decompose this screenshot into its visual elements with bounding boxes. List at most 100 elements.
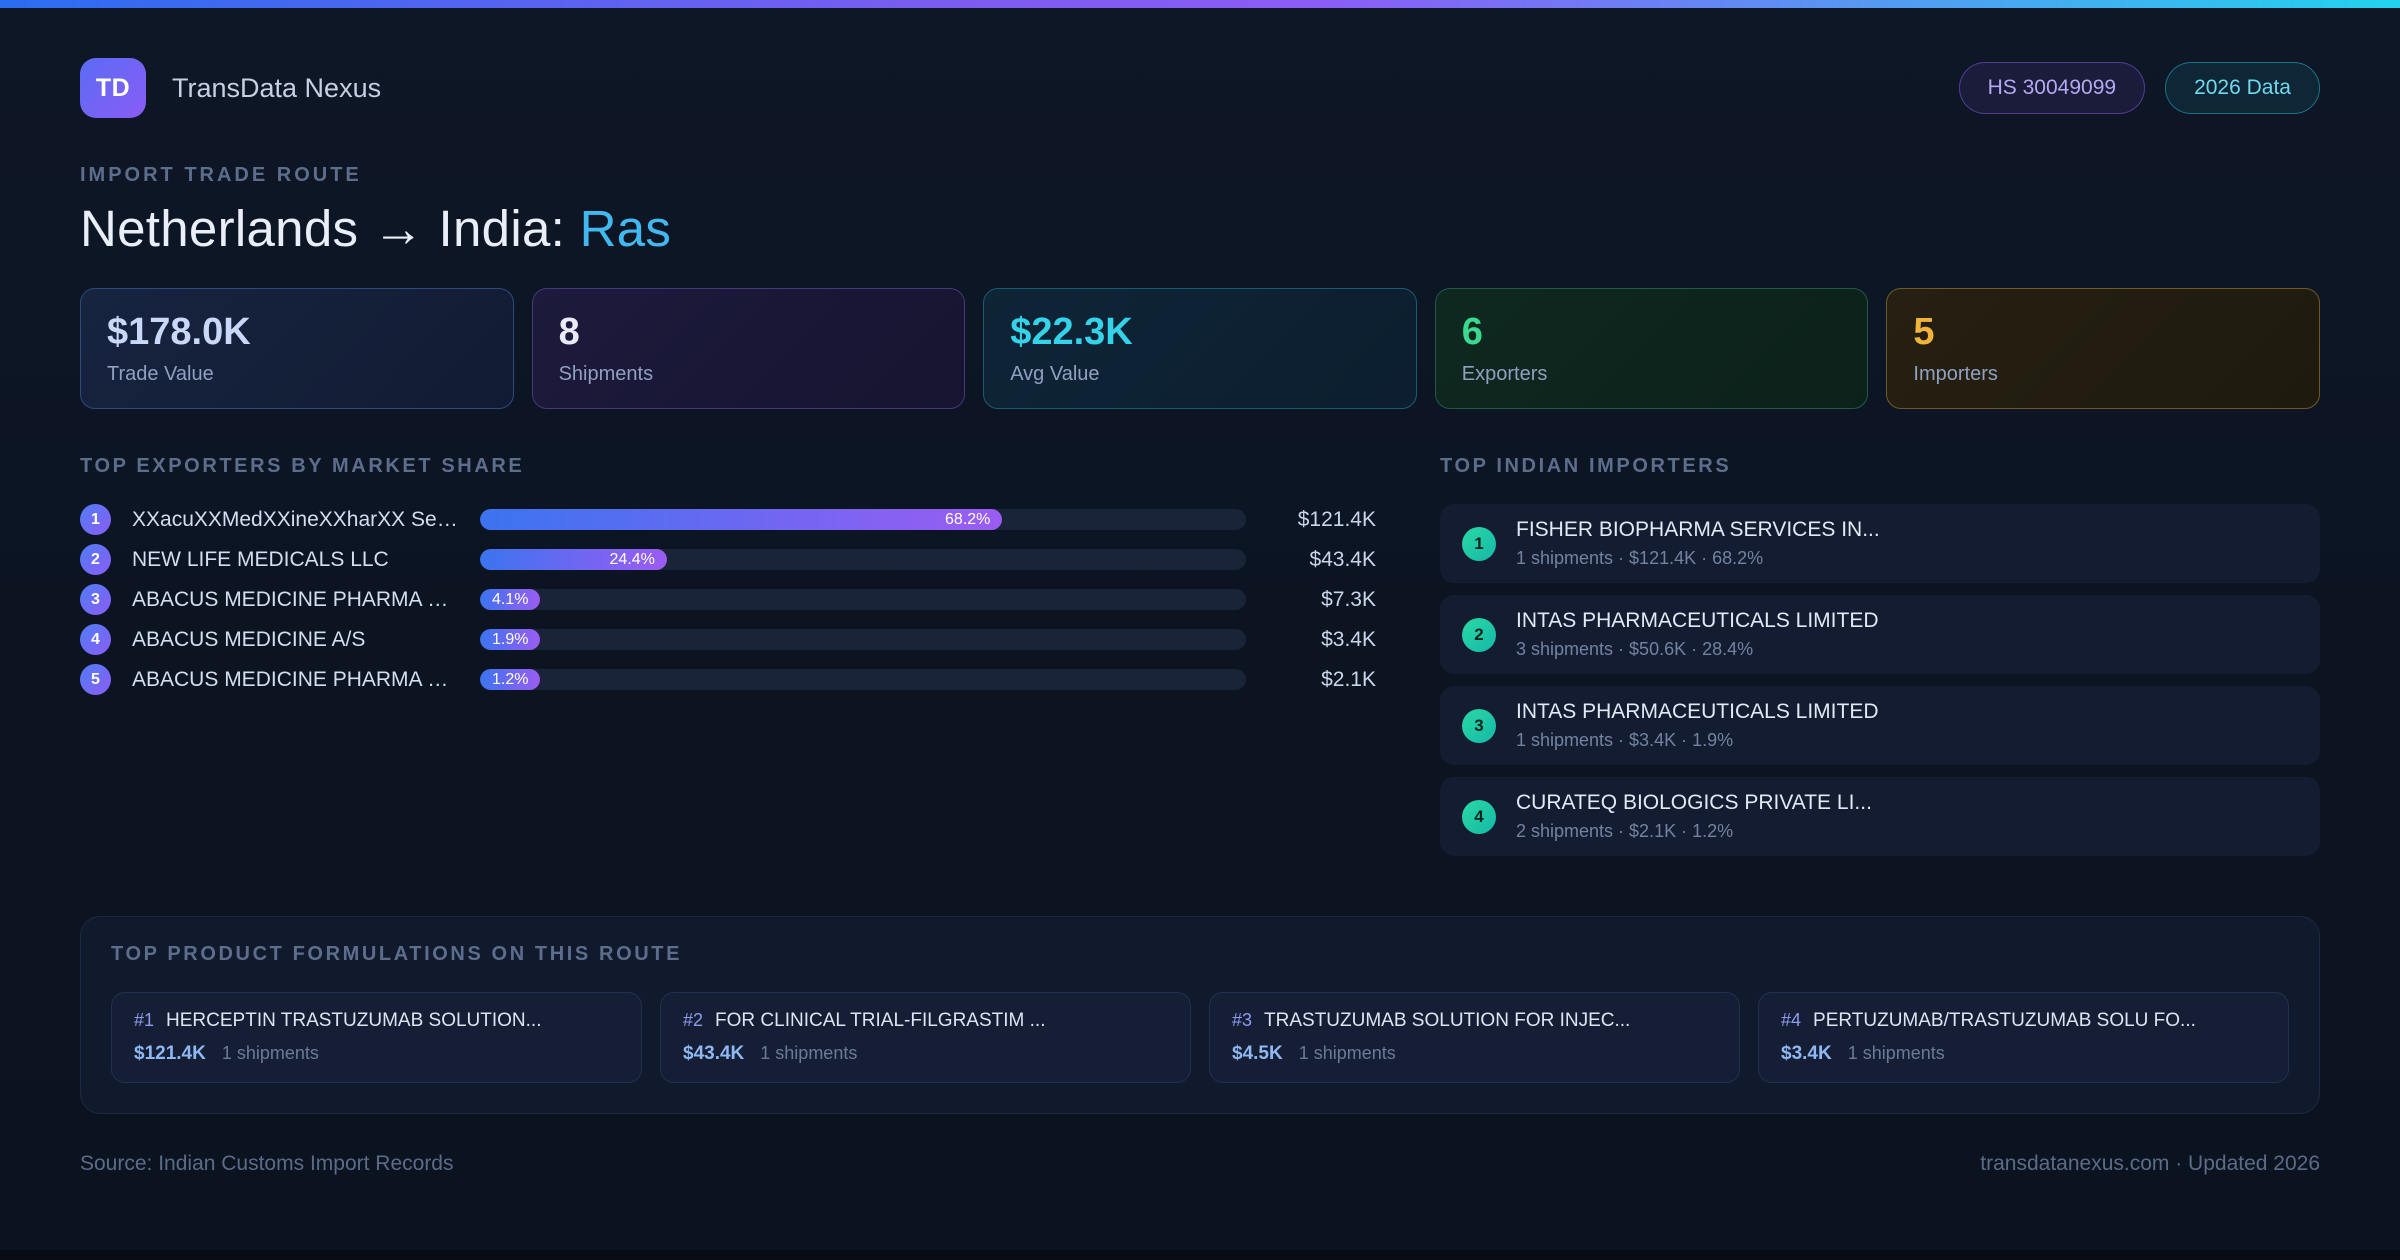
exporter-name: NEW LIFE MEDICALS LLC xyxy=(132,547,389,571)
importer-meta: 3 shipments · $50.6K · 28.4% xyxy=(1516,639,1754,659)
exporter-row[interactable]: 4 ABACUS MEDICINE A/S 1.9% $3.4K xyxy=(80,624,1376,655)
importer-meta: 1 shipments · $121.4K · 68.2% xyxy=(1516,548,1764,568)
product-rank: #3 xyxy=(1232,1010,1253,1030)
main-columns: TOP EXPORTERS BY MARKET SHARE 1 XXacuXXM… xyxy=(80,455,2320,868)
rank-badge: 3 xyxy=(80,584,111,615)
bottom-edge-bar xyxy=(0,1250,2400,1260)
rank-badge: 5 xyxy=(80,664,111,695)
product-name: PERTUZUMAB/TRASTUZUMAB SOLU FO... xyxy=(1813,1010,2196,1031)
exporter-name: ABACUS MEDICINE A/S xyxy=(132,627,366,651)
market-share-percent: 4.1% xyxy=(492,590,529,608)
importer-name: INTAS PHARMACEUTICALS LIMITED xyxy=(1516,700,1879,723)
stat-card-exporters: 6 Exporters xyxy=(1434,288,1869,409)
stat-value: $178.0K xyxy=(107,311,251,353)
stat-value: 6 xyxy=(1461,311,1483,353)
stats-row: $178.0K Trade Value 8 Shipments $22.3K A… xyxy=(80,288,2320,409)
product-card[interactable]: #1 HERCEPTIN TRASTUZUMAB SOLUTION... $12… xyxy=(111,992,642,1083)
product-card[interactable]: #4 PERTUZUMAB/TRASTUZUMAB SOLU FO... $3.… xyxy=(1758,992,2289,1083)
exporters-heading: TOP EXPORTERS BY MARKET SHARE xyxy=(80,455,525,477)
market-share-fill: 1.2% xyxy=(480,669,541,690)
exporter-value: $43.4K xyxy=(1309,547,1376,571)
route-eyebrow: IMPORT TRADE ROUTE xyxy=(80,164,362,186)
rank-badge: 3 xyxy=(1462,708,1496,743)
stat-label: Trade Value xyxy=(107,363,214,385)
header-badges: HS 30049099 2026 Data xyxy=(1958,62,2320,114)
product-value: $121.4K xyxy=(134,1043,206,1064)
market-share-percent: 68.2% xyxy=(945,510,991,528)
market-share-bar: 24.4% xyxy=(480,549,1246,570)
product-value: $43.4K xyxy=(683,1043,745,1064)
header: TD TransData Nexus HS 30049099 2026 Data xyxy=(80,58,2320,118)
market-share-percent: 24.4% xyxy=(609,550,655,568)
exporter-row[interactable]: 5 ABACUS MEDICINE PHARMA SER... 1.2% $2.… xyxy=(80,664,1376,695)
product-name: HERCEPTIN TRASTUZUMAB SOLUTION... xyxy=(166,1010,542,1031)
market-share-bar: 1.2% xyxy=(480,669,1246,690)
exporter-row[interactable]: 1 XXacuXXMedXXineXXharXX SeX... 68.2% $1… xyxy=(80,504,1376,535)
exporters-section: TOP EXPORTERS BY MARKET SHARE 1 XXacuXXM… xyxy=(80,455,1376,704)
route-title-highlight: Ras xyxy=(579,200,672,257)
brand[interactable]: TD TransData Nexus xyxy=(80,58,381,118)
stat-value: 5 xyxy=(1913,311,1935,353)
route-title-prefix: Netherlands → India: xyxy=(80,200,580,257)
product-name: TRASTUZUMAB SOLUTION FOR INJEC... xyxy=(1264,1010,1631,1031)
product-rank: #2 xyxy=(683,1010,704,1030)
footer: Source: Indian Customs Import Records tr… xyxy=(80,1152,2320,1176)
stat-value: 8 xyxy=(558,311,580,353)
product-value: $3.4K xyxy=(1781,1043,1832,1064)
stat-label: Shipments xyxy=(558,363,654,385)
importer-meta: 1 shipments · $3.4K · 1.9% xyxy=(1516,730,1734,750)
importer-name: INTAS PHARMACEUTICALS LIMITED xyxy=(1516,609,1879,632)
rank-badge: 2 xyxy=(80,544,111,575)
stat-value: $22.3K xyxy=(1010,311,1133,353)
importer-meta: 2 shipments · $2.1K · 1.2% xyxy=(1516,821,1734,841)
stat-label: Exporters xyxy=(1461,363,1548,385)
exporter-value: $3.4K xyxy=(1321,627,1376,651)
rank-badge: 4 xyxy=(1462,799,1496,834)
products-heading: TOP PRODUCT FORMULATIONS ON THIS ROUTE xyxy=(111,943,683,965)
app-name: TransData Nexus xyxy=(172,72,382,103)
product-name: FOR CLINICAL TRIAL-FILGRASTIM ... xyxy=(715,1010,1046,1031)
exporter-value: $7.3K xyxy=(1321,587,1376,611)
importers-heading: TOP INDIAN IMPORTERS xyxy=(1440,455,1732,477)
stat-card-shipments: 8 Shipments xyxy=(531,288,966,409)
exporter-value: $121.4K xyxy=(1297,507,1376,531)
market-share-fill: 68.2% xyxy=(480,509,1003,530)
importer-row[interactable]: 1 FISHER BIOPHARMA SERVICES IN... 1 ship… xyxy=(1440,504,2320,583)
rank-badge: 1 xyxy=(1462,526,1496,561)
exporter-row[interactable]: 2 NEW LIFE MEDICALS LLC 24.4% $43.4K xyxy=(80,544,1376,575)
stat-label: Avg Value xyxy=(1010,363,1100,385)
exporter-value: $2.1K xyxy=(1321,667,1376,691)
product-card[interactable]: #2 FOR CLINICAL TRIAL-FILGRASTIM ... $43… xyxy=(660,992,1191,1083)
stat-card-trade-value: $178.0K Trade Value xyxy=(80,288,514,409)
page-container: TD TransData Nexus HS 30049099 2026 Data… xyxy=(0,58,2400,1176)
market-share-bar: 4.1% xyxy=(480,589,1246,610)
market-share-bar: 1.9% xyxy=(480,629,1246,650)
importer-row[interactable]: 2 INTAS PHARMACEUTICALS LIMITED 3 shipme… xyxy=(1440,595,2320,674)
rank-badge: 1 xyxy=(80,504,111,535)
rank-badge: 2 xyxy=(1462,617,1496,652)
footer-source: Source: Indian Customs Import Records xyxy=(80,1152,454,1175)
market-share-percent: 1.9% xyxy=(492,630,529,648)
page-title: Netherlands → India: Ras xyxy=(80,199,2320,258)
product-rank: #1 xyxy=(134,1010,155,1030)
product-shipments: 1 shipments xyxy=(221,1043,319,1063)
products-grid: #1 HERCEPTIN TRASTUZUMAB SOLUTION... $12… xyxy=(111,992,2289,1083)
product-card[interactable]: #3 TRASTUZUMAB SOLUTION FOR INJEC... $4.… xyxy=(1209,992,1740,1083)
app-logo[interactable]: TD xyxy=(80,58,146,118)
year-data-badge[interactable]: 2026 Data xyxy=(2165,62,2320,114)
hs-code-badge[interactable]: HS 30049099 xyxy=(1958,62,2146,114)
importer-row[interactable]: 4 CURATEQ BIOLOGICS PRIVATE LI... 2 ship… xyxy=(1440,777,2320,856)
product-shipments: 1 shipments xyxy=(760,1043,858,1063)
exporter-name: XXacuXXMedXXineXXharXX SeX... xyxy=(132,507,462,531)
stat-card-importers: 5 Importers xyxy=(1886,288,2320,409)
product-shipments: 1 shipments xyxy=(1298,1043,1396,1063)
importer-row[interactable]: 3 INTAS PHARMACEUTICALS LIMITED 1 shipme… xyxy=(1440,686,2320,765)
market-share-fill: 24.4% xyxy=(480,549,667,570)
products-panel: TOP PRODUCT FORMULATIONS ON THIS ROUTE #… xyxy=(80,916,2320,1114)
top-accent-bar xyxy=(0,0,2400,8)
importer-name: FISHER BIOPHARMA SERVICES IN... xyxy=(1516,518,1880,541)
exporter-row[interactable]: 3 ABACUS MEDICINE PHARMA SER... 4.1% $7.… xyxy=(80,584,1376,615)
exporter-name: ABACUS MEDICINE PHARMA SER... xyxy=(132,667,462,691)
rank-badge: 4 xyxy=(80,624,111,655)
market-share-percent: 1.2% xyxy=(492,670,529,688)
